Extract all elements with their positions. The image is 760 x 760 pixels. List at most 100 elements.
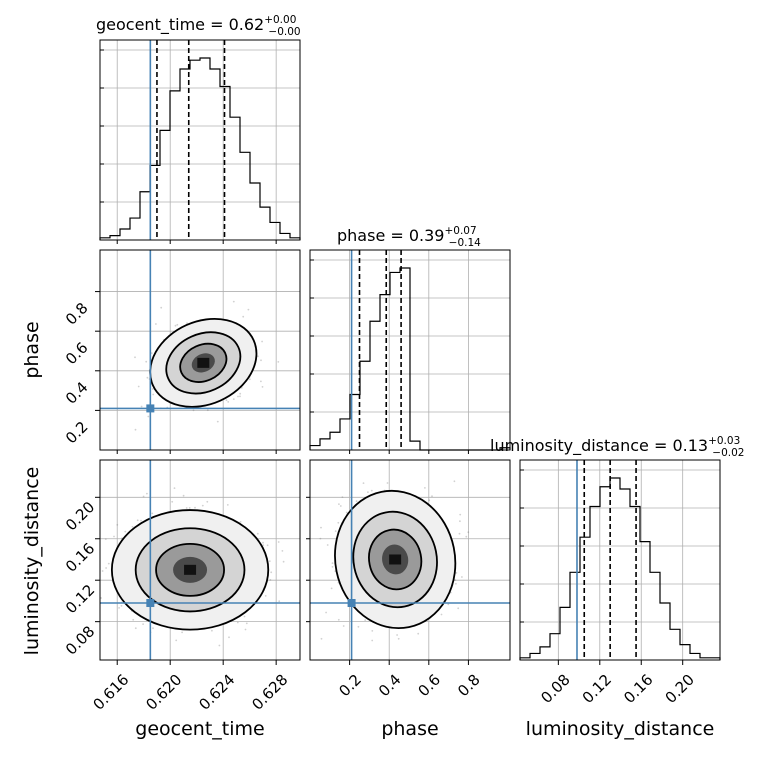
y-tick-label: 0.12 [62, 581, 98, 617]
sample-point [262, 541, 264, 544]
grid [100, 40, 300, 240]
sample-point [185, 507, 188, 509]
contour-line [352, 510, 438, 609]
sample-point [461, 576, 463, 578]
sample-point [278, 600, 281, 603]
sample-point [243, 615, 246, 618]
sample-point [242, 315, 245, 318]
sample-point [428, 499, 431, 502]
panel-frame [309, 459, 511, 661]
sample-point [331, 562, 334, 564]
y-tick-label: 0.8 [62, 299, 92, 329]
grid [520, 460, 720, 660]
truth-marker [347, 599, 356, 608]
sample-point [330, 587, 333, 590]
sample-point [266, 544, 269, 547]
sample-point [440, 613, 443, 616]
sample-point [268, 560, 271, 562]
sample-point [152, 627, 154, 630]
sample-point [397, 637, 400, 640]
panel-frame [519, 459, 721, 661]
x-tick-label: 0.624 [195, 671, 238, 714]
sample-point [261, 340, 263, 343]
sample-point [371, 630, 374, 632]
sample-point [364, 619, 367, 621]
sample-point [320, 637, 323, 640]
title-luminosity-distance: luminosity_distance = 0.13+0.03 −0.02 [490, 435, 744, 459]
sample-point [132, 618, 135, 621]
sample-point [325, 611, 327, 614]
sample-point [386, 482, 389, 484]
sample-point [201, 504, 204, 507]
sample-point [320, 526, 322, 529]
sample-point [113, 535, 115, 538]
sample-point [239, 521, 242, 523]
ylabel-phase: phase [21, 321, 43, 378]
x-tick-label: 0.08 [537, 671, 573, 707]
sample-point [367, 491, 369, 494]
title-phase: phase = 0.39+0.07 −0.14 [337, 225, 481, 249]
sample-point [226, 504, 229, 506]
panel-phase-hist [309, 249, 511, 451]
sample-point [134, 428, 137, 431]
sample-point [247, 308, 250, 311]
contour-line [149, 317, 258, 408]
sample-point [232, 300, 235, 303]
sample-point [239, 392, 242, 395]
x-tick-label: 0.6 [415, 671, 445, 701]
x-tick-label: 0.8 [454, 671, 484, 701]
sample-point [105, 567, 107, 569]
sample-point [182, 494, 185, 497]
truth-marker [146, 404, 155, 413]
sample-point [281, 550, 284, 552]
x-tick-label: 0.616 [89, 671, 132, 714]
sample-point [245, 622, 248, 625]
xlabel-luminosity-distance: luminosity_distance [526, 718, 715, 740]
sample-point [326, 544, 329, 546]
sample-point [455, 572, 458, 574]
sample-point [260, 380, 262, 383]
sample-point [345, 511, 348, 514]
sample-point [277, 541, 280, 543]
sample-point [140, 405, 143, 408]
sample-point [339, 505, 342, 507]
sample-point [260, 359, 262, 362]
xlabel-phase: phase [381, 718, 438, 740]
x-tick-label: 0.4 [375, 671, 405, 701]
sample-point [146, 376, 149, 379]
y-tick-label: 0.2 [62, 418, 92, 448]
sample-point [355, 500, 358, 503]
truth-marker [146, 599, 155, 608]
sample-point [370, 489, 373, 492]
y-tick-label: 0.20 [62, 498, 98, 534]
contour-line [165, 331, 242, 395]
sample-point [264, 595, 267, 597]
sample-point [206, 409, 209, 412]
y-tick-label: 0.08 [62, 622, 98, 658]
y-tick-label: 0.6 [62, 339, 92, 369]
sample-point [118, 607, 120, 609]
sample-point [457, 607, 460, 610]
sample-point [248, 378, 251, 381]
sample-point [458, 532, 461, 535]
sample-point [174, 324, 177, 327]
sample-point [431, 495, 433, 498]
sample-point [337, 618, 340, 621]
x-tick-label: 0.12 [579, 671, 615, 707]
sample-point [282, 560, 285, 563]
sample-point [175, 639, 178, 642]
sample-point [342, 625, 345, 627]
panel-luminosity-distance-vs-geocent-time [99, 459, 301, 661]
sample-point [160, 306, 163, 309]
sample-point [467, 531, 470, 534]
panel-frame [99, 249, 301, 451]
xlabel-geocent-time: geocent_time [135, 718, 264, 740]
sample-point [151, 512, 154, 515]
sample-point [237, 395, 239, 398]
sample-point [459, 520, 461, 523]
panel-phase-vs-geocent-time [99, 249, 301, 451]
panel-geocent-time-hist [99, 39, 301, 241]
sample-point [244, 628, 247, 631]
sample-point [151, 388, 154, 390]
